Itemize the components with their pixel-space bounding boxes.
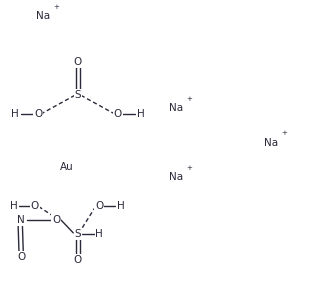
Text: +: + [282, 130, 288, 136]
Text: H: H [117, 201, 124, 211]
Text: Na: Na [169, 172, 183, 182]
Text: Na: Na [169, 103, 183, 113]
Text: O: O [95, 201, 104, 211]
Text: Na: Na [36, 11, 50, 21]
Text: O: O [34, 109, 42, 119]
Text: H: H [10, 201, 17, 211]
Text: Au: Au [60, 162, 74, 172]
Text: S: S [75, 90, 81, 100]
Text: N: N [17, 215, 25, 225]
Text: O: O [17, 252, 25, 262]
Text: S: S [75, 229, 81, 239]
Text: H: H [137, 109, 144, 119]
Text: O: O [31, 201, 39, 211]
Text: O: O [52, 215, 61, 225]
Text: O: O [74, 57, 82, 67]
Text: +: + [187, 165, 193, 171]
Text: H: H [95, 229, 103, 239]
Text: +: + [187, 96, 193, 102]
Text: +: + [53, 4, 59, 10]
Text: Na: Na [264, 138, 278, 148]
Text: O: O [74, 255, 82, 265]
Text: O: O [114, 109, 122, 119]
Text: H: H [11, 109, 19, 119]
